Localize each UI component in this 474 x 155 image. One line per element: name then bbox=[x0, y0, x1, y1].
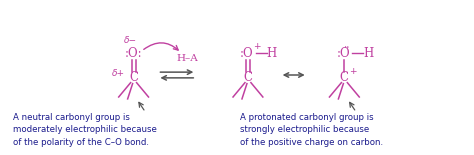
Text: A neutral carbonyl group is
moderately electrophilic because
of the polarity of : A neutral carbonyl group is moderately e… bbox=[13, 113, 157, 146]
Text: H–A: H–A bbox=[176, 54, 198, 63]
Text: :Ö: :Ö bbox=[337, 46, 350, 60]
Text: δ+: δ+ bbox=[112, 69, 125, 78]
Text: +: + bbox=[349, 67, 357, 76]
Text: δ−: δ− bbox=[124, 36, 137, 45]
Text: C: C bbox=[340, 71, 349, 84]
Text: C: C bbox=[129, 71, 138, 84]
Text: A protonated carbonyl group is
strongly electrophilic because
of the positive ch: A protonated carbonyl group is strongly … bbox=[240, 113, 383, 146]
Text: C: C bbox=[244, 71, 253, 84]
Text: H: H bbox=[363, 46, 374, 60]
Text: +: + bbox=[253, 42, 261, 51]
Text: H: H bbox=[267, 46, 277, 60]
Text: :O:: :O: bbox=[125, 46, 142, 60]
Text: :O: :O bbox=[240, 46, 254, 60]
